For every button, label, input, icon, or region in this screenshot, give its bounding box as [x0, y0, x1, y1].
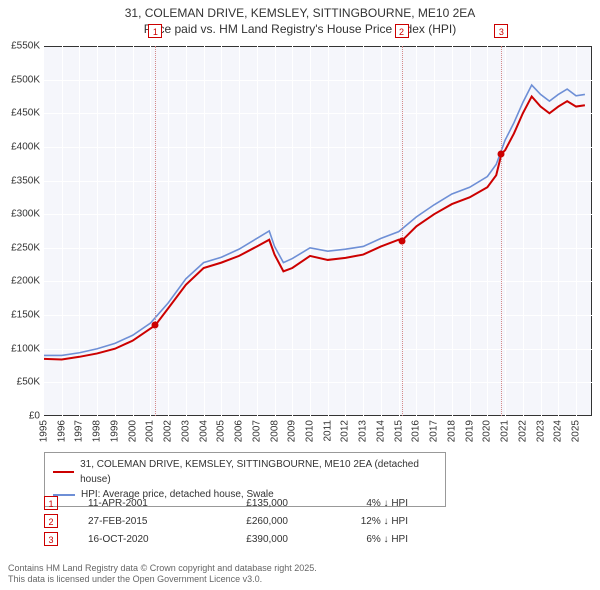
- x-axis-label: 2014: [375, 420, 386, 442]
- event-hpi: 4% ↓ HPI: [318, 498, 408, 509]
- marker-dot-2: [398, 238, 405, 245]
- x-axis-label: 1999: [109, 420, 120, 442]
- x-axis-label: 1996: [56, 420, 67, 442]
- event-date: 11-APR-2001: [88, 498, 178, 509]
- x-axis-label: 2013: [358, 420, 369, 442]
- marker-badge-1: 1: [148, 24, 162, 38]
- y-axis-label: £200K: [11, 276, 40, 287]
- x-axis-label: 2000: [127, 420, 138, 442]
- x-axis-label: 2008: [269, 420, 280, 442]
- x-axis-label: 2017: [429, 420, 440, 442]
- x-axis-label: 2010: [305, 420, 316, 442]
- x-axis-label: 2009: [287, 420, 298, 442]
- y-axis-label: £500K: [11, 74, 40, 85]
- event-row: 1 11-APR-2001 £135,000 4% ↓ HPI: [44, 496, 584, 510]
- x-axis-label: 2024: [553, 420, 564, 442]
- x-axis-label: 2021: [500, 420, 511, 442]
- x-axis-label: 2003: [180, 420, 191, 442]
- y-axis-label: £100K: [11, 343, 40, 354]
- x-axis-label: 2023: [535, 420, 546, 442]
- y-axis-label: £150K: [11, 310, 40, 321]
- title-line2: Price paid vs. HM Land Registry's House …: [0, 22, 600, 38]
- x-axis-label: 2020: [482, 420, 493, 442]
- x-axis-label: 2015: [393, 420, 404, 442]
- x-axis-label: 1997: [74, 420, 85, 442]
- marker-line-2: [402, 46, 403, 416]
- event-row: 2 27-FEB-2015 £260,000 12% ↓ HPI: [44, 514, 584, 528]
- event-date: 16-OCT-2020: [88, 534, 178, 545]
- y-axis-label: £300K: [11, 209, 40, 220]
- event-badge: 1: [44, 496, 58, 510]
- marker-line-1: [155, 46, 156, 416]
- x-axis-label: 2004: [198, 420, 209, 442]
- events-table: 1 11-APR-2001 £135,000 4% ↓ HPI 2 27-FEB-2015…: [44, 496, 584, 550]
- marker-line-3: [501, 46, 502, 416]
- chart-area: 123 £0£50K£100K£150K£200K£250K£300K£350K…: [44, 46, 592, 416]
- y-axis-label: £250K: [11, 242, 40, 253]
- legend-label: 31, COLEMAN DRIVE, KEMSLEY, SITTINGBOURN…: [80, 457, 437, 487]
- event-badge: 2: [44, 514, 58, 528]
- marker-badge-3: 3: [494, 24, 508, 38]
- x-axis-label: 2006: [234, 420, 245, 442]
- x-axis-label: 2001: [145, 420, 156, 442]
- chart-title: 31, COLEMAN DRIVE, KEMSLEY, SITTINGBOURN…: [0, 0, 600, 37]
- y-axis-label: £50K: [17, 377, 40, 388]
- y-axis-label: £400K: [11, 141, 40, 152]
- event-hpi: 12% ↓ HPI: [318, 516, 408, 527]
- x-axis-label: 2018: [446, 420, 457, 442]
- y-axis-label: £450K: [11, 108, 40, 119]
- footer-text: Contains HM Land Registry data © Crown c…: [8, 563, 317, 586]
- event-badge: 3: [44, 532, 58, 546]
- x-axis-label: 2019: [464, 420, 475, 442]
- x-axis-label: 1995: [39, 420, 50, 442]
- title-line1: 31, COLEMAN DRIVE, KEMSLEY, SITTINGBOURN…: [0, 6, 600, 22]
- y-axis-label: £350K: [11, 175, 40, 186]
- x-axis-label: 2012: [340, 420, 351, 442]
- footer-line1: Contains HM Land Registry data © Crown c…: [8, 563, 317, 575]
- legend-swatch: [53, 471, 74, 473]
- x-axis-label: 2002: [163, 420, 174, 442]
- x-axis-label: 1998: [92, 420, 103, 442]
- legend-row: 31, COLEMAN DRIVE, KEMSLEY, SITTINGBOURN…: [53, 457, 437, 487]
- y-axis-label: £550K: [11, 41, 40, 52]
- event-price: £390,000: [208, 534, 288, 545]
- x-axis-label: 2011: [322, 420, 333, 442]
- x-axis-label: 2022: [517, 420, 528, 442]
- event-date: 27-FEB-2015: [88, 516, 178, 527]
- event-price: £260,000: [208, 516, 288, 527]
- marker-badge-2: 2: [395, 24, 409, 38]
- marker-dot-1: [152, 322, 159, 329]
- event-price: £135,000: [208, 498, 288, 509]
- x-axis-label: 2025: [571, 420, 582, 442]
- x-axis-label: 2007: [251, 420, 262, 442]
- x-axis-label: 2016: [411, 420, 422, 442]
- chart-lines: [44, 46, 592, 416]
- marker-dot-3: [498, 150, 505, 157]
- event-hpi: 6% ↓ HPI: [318, 534, 408, 545]
- footer-line2: This data is licensed under the Open Gov…: [8, 574, 317, 586]
- event-row: 3 16-OCT-2020 £390,000 6% ↓ HPI: [44, 532, 584, 546]
- x-axis-label: 2005: [216, 420, 227, 442]
- series-price_paid: [44, 96, 585, 359]
- series-hpi: [44, 85, 585, 355]
